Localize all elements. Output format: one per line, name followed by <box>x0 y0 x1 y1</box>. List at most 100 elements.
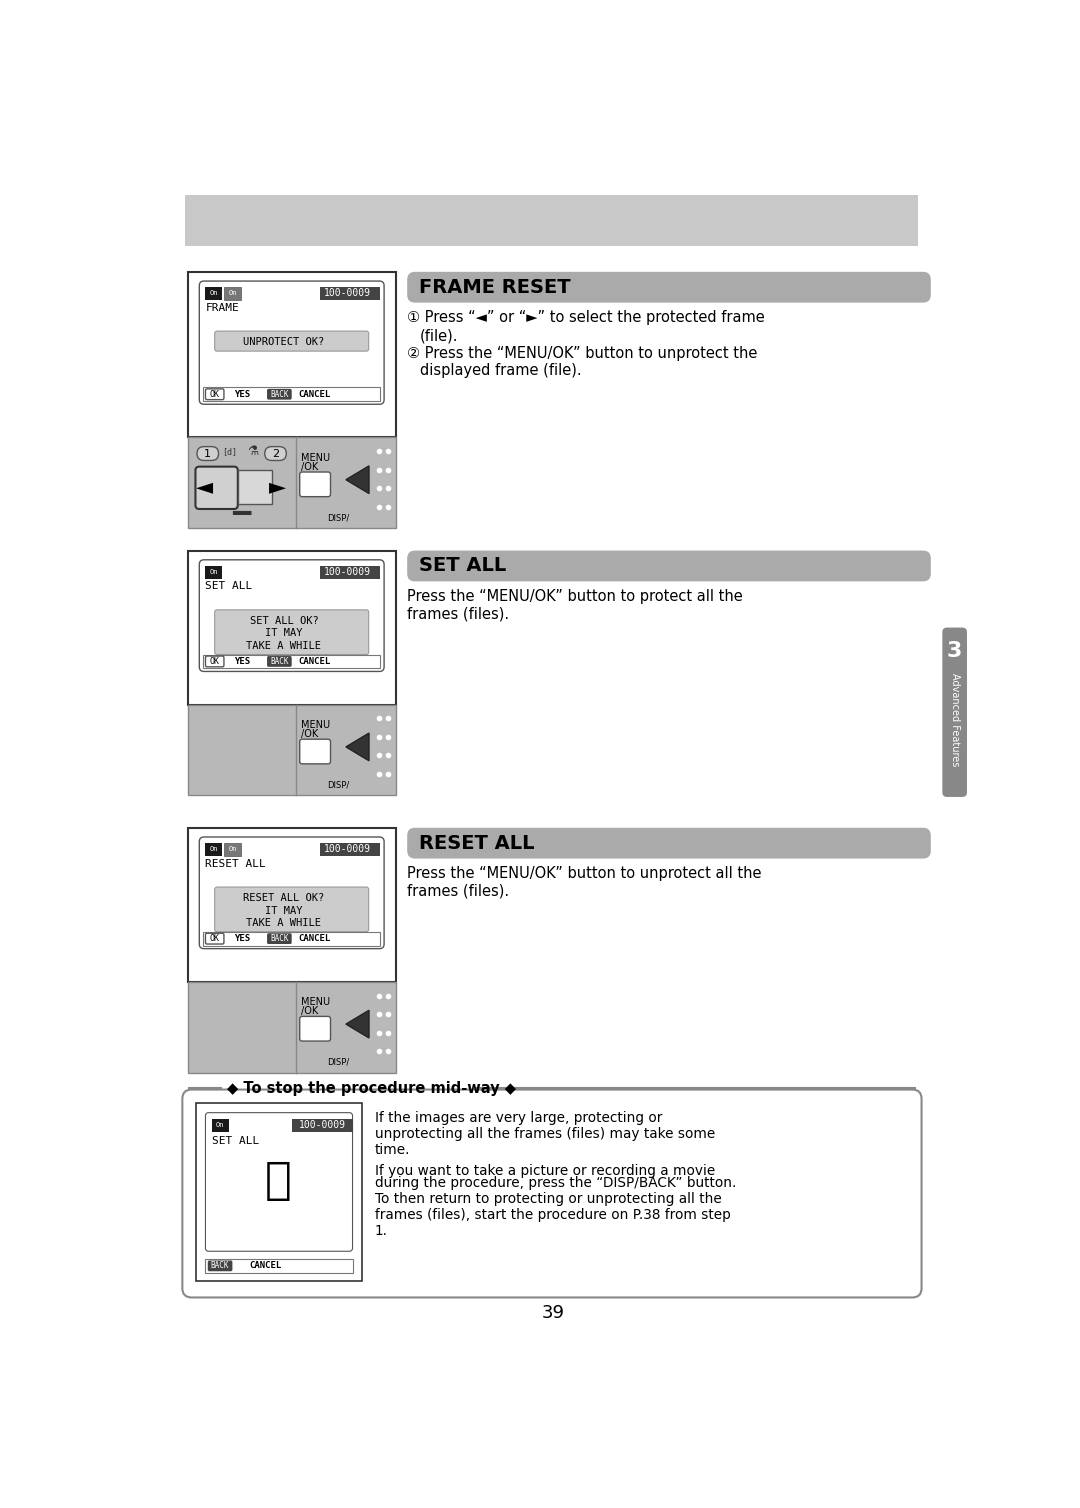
Bar <box>238 469 272 504</box>
Text: ◄: ◄ <box>197 478 213 498</box>
FancyBboxPatch shape <box>215 609 368 654</box>
Text: On: On <box>216 1122 225 1128</box>
Text: FRAME: FRAME <box>205 303 239 312</box>
Text: To then return to protecting or unprotecting all the: To then return to protecting or unprotec… <box>375 1191 721 1206</box>
Bar <box>186 195 917 244</box>
Text: DISP/: DISP/ <box>327 780 349 789</box>
Text: RESET ALL: RESET ALL <box>419 834 535 852</box>
Text: OK: OK <box>210 657 219 667</box>
Bar <box>188 828 395 982</box>
Text: ►: ► <box>269 478 286 498</box>
Text: CANCEL: CANCEL <box>249 1261 282 1270</box>
Text: ◆ To stop the procedure mid-way ◆: ◆ To stop the procedure mid-way ◆ <box>227 1081 516 1095</box>
Text: CANCEL: CANCEL <box>299 933 330 942</box>
Text: YES: YES <box>233 933 249 942</box>
FancyBboxPatch shape <box>267 933 292 944</box>
Text: SET ALL OK?: SET ALL OK? <box>249 615 319 626</box>
Bar <box>320 287 380 300</box>
FancyBboxPatch shape <box>205 1113 352 1252</box>
Text: [d]: [d] <box>222 446 238 455</box>
Text: IT MAY: IT MAY <box>266 905 302 915</box>
Text: SET ALL: SET ALL <box>419 556 507 576</box>
Text: DISP/: DISP/ <box>327 1057 349 1066</box>
FancyBboxPatch shape <box>200 559 384 671</box>
FancyBboxPatch shape <box>300 472 330 496</box>
Text: Advanced Features: Advanced Features <box>949 673 960 766</box>
FancyBboxPatch shape <box>215 887 368 932</box>
Text: On: On <box>210 569 218 575</box>
Bar <box>212 1119 229 1133</box>
Polygon shape <box>346 1010 369 1038</box>
Bar <box>320 566 380 579</box>
Bar <box>203 654 380 668</box>
Text: SET ALL: SET ALL <box>205 582 253 591</box>
Text: MENU: MENU <box>301 719 330 730</box>
Bar <box>205 566 222 579</box>
Text: MENU: MENU <box>301 997 330 1007</box>
Text: (file).: (file). <box>419 329 458 342</box>
Text: On: On <box>210 291 218 297</box>
FancyBboxPatch shape <box>200 837 384 949</box>
FancyBboxPatch shape <box>300 739 330 765</box>
Text: IT MAY: IT MAY <box>266 629 302 638</box>
Text: 1: 1 <box>204 448 212 458</box>
Text: MENU: MENU <box>301 452 330 463</box>
Text: SET ALL: SET ALL <box>212 1136 259 1146</box>
Text: BACK: BACK <box>270 933 288 942</box>
Bar <box>197 1104 362 1280</box>
FancyBboxPatch shape <box>215 332 368 351</box>
Text: 100-0009: 100-0009 <box>324 844 370 855</box>
FancyBboxPatch shape <box>205 389 224 400</box>
Text: /OK: /OK <box>301 461 319 472</box>
FancyBboxPatch shape <box>943 627 967 796</box>
FancyBboxPatch shape <box>200 280 384 404</box>
Bar <box>293 1119 352 1133</box>
Text: On: On <box>210 846 218 852</box>
Text: ② Press the “MENU/OK” button to unprotect the: ② Press the “MENU/OK” button to unprotec… <box>407 345 757 360</box>
FancyBboxPatch shape <box>205 656 224 667</box>
FancyBboxPatch shape <box>207 1261 232 1271</box>
Text: DISP/: DISP/ <box>327 513 349 522</box>
Text: ▀▀▀: ▀▀▀ <box>232 510 252 519</box>
Text: OK: OK <box>210 933 219 942</box>
FancyBboxPatch shape <box>195 466 238 510</box>
Text: If you want to take a picture or recording a movie: If you want to take a picture or recordi… <box>375 1164 715 1178</box>
FancyBboxPatch shape <box>183 1090 921 1297</box>
FancyBboxPatch shape <box>267 656 292 667</box>
Text: BACK: BACK <box>211 1261 229 1270</box>
Text: BACK: BACK <box>270 657 288 667</box>
Text: On: On <box>228 846 237 852</box>
Text: YES: YES <box>233 657 249 667</box>
Text: frames (files), start the procedure on P.38 from step: frames (files), start the procedure on P… <box>375 1208 730 1221</box>
Text: Press the “MENU/OK” button to unprotect all the: Press the “MENU/OK” button to unprotect … <box>407 866 761 881</box>
Bar <box>188 704 395 795</box>
Text: UNPROTECT OK?: UNPROTECT OK? <box>243 338 325 347</box>
Text: ⚗: ⚗ <box>247 445 259 458</box>
Text: 100-0009: 100-0009 <box>299 1120 346 1129</box>
Bar <box>320 843 380 857</box>
Text: /OK: /OK <box>301 730 319 739</box>
Text: /OK: /OK <box>301 1006 319 1016</box>
Text: 1.: 1. <box>375 1224 388 1238</box>
Text: 39: 39 <box>542 1304 565 1323</box>
FancyBboxPatch shape <box>407 550 931 582</box>
Text: 2: 2 <box>272 448 279 458</box>
Text: 100-0009: 100-0009 <box>324 567 370 578</box>
FancyBboxPatch shape <box>265 446 286 460</box>
Text: Press the “MENU/OK” button to protect all the: Press the “MENU/OK” button to protect al… <box>407 590 743 605</box>
Bar <box>224 287 241 300</box>
Text: CANCEL: CANCEL <box>299 389 330 398</box>
Text: If the images are very large, protecting or: If the images are very large, protecting… <box>375 1111 662 1125</box>
Bar <box>203 932 380 946</box>
FancyBboxPatch shape <box>407 271 931 303</box>
Text: CANCEL: CANCEL <box>299 657 330 667</box>
Text: frames (files).: frames (files). <box>407 884 510 899</box>
Text: 3: 3 <box>947 641 962 662</box>
Bar <box>205 843 222 857</box>
Text: OK: OK <box>210 389 219 398</box>
FancyBboxPatch shape <box>300 1016 330 1041</box>
Bar <box>188 271 395 437</box>
Bar <box>205 287 222 300</box>
Text: during the procedure, press the “DISP/BACK” button.: during the procedure, press the “DISP/BA… <box>375 1176 737 1190</box>
Text: ① Press “◄” or “►” to select the protected frame: ① Press “◄” or “►” to select the protect… <box>407 311 765 326</box>
